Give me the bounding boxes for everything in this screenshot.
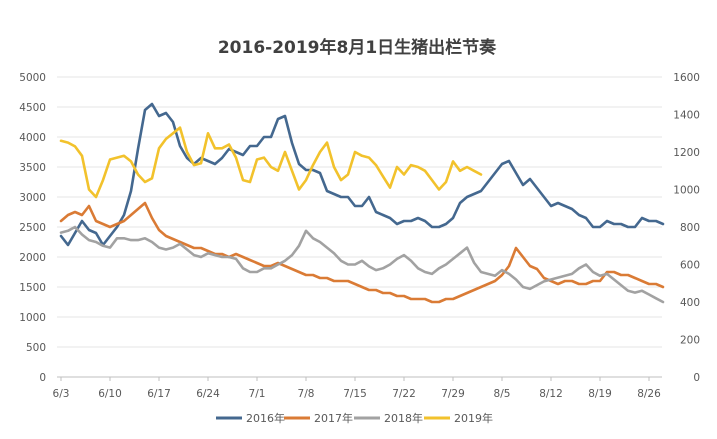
x-tick-label: 6/24 <box>196 388 220 400</box>
left-axis-ticks: 0 500 1000 1500 2000 2500 3000 3500 4000 4500 5000 <box>19 72 46 384</box>
x-tick-label: 7/1 <box>249 388 266 400</box>
gridlines <box>57 76 662 378</box>
left-tick-label: 500 <box>26 342 46 354</box>
left-tick-label: 1000 <box>19 312 46 324</box>
right-tick-label: 0 <box>693 372 700 384</box>
x-tick-label: 8/12 <box>539 388 563 400</box>
x-tick-label: 7/8 <box>298 388 315 400</box>
x-tick-label: 7/15 <box>343 388 367 400</box>
legend-label: 2016年 <box>246 411 285 425</box>
legend-label: 2019年 <box>454 411 493 425</box>
chart-title: 2016-2019年8月1日生猪出栏节奏 <box>218 37 497 58</box>
legend-label: 2017年 <box>314 411 353 425</box>
x-tick-label: 7/29 <box>441 388 465 400</box>
right-tick-label: 600 <box>680 260 700 272</box>
right-tick-label: 200 <box>680 335 700 347</box>
right-axis-ticks: 0 200 400 600 800 1000 1200 1400 1600 <box>673 72 700 384</box>
series-line-2018年 <box>59 225 665 304</box>
right-tick-label: 1000 <box>673 185 700 197</box>
x-tick-label: 8/26 <box>637 388 661 400</box>
right-tick-label: 1400 <box>673 110 700 122</box>
series-line-2017年 <box>59 201 665 304</box>
left-tick-label: 3000 <box>19 192 46 204</box>
x-tick-label: 8/5 <box>494 388 511 400</box>
left-tick-label: 0 <box>39 372 46 384</box>
right-tick-label: 400 <box>680 297 700 309</box>
x-tick-label: 8/19 <box>588 388 612 400</box>
left-tick-label: 2500 <box>19 222 46 234</box>
legend-label: 2018年 <box>384 411 423 425</box>
series-lines <box>59 102 665 304</box>
left-tick-label: 4500 <box>19 102 46 114</box>
right-tick-label: 1200 <box>673 147 700 159</box>
x-tick-label: 6/17 <box>147 388 171 400</box>
left-tick-label: 4000 <box>19 132 46 144</box>
left-tick-label: 2000 <box>19 252 46 264</box>
legend: 2016年 2017年 2018年 2019年 <box>216 411 493 425</box>
x-tick-label: 7/22 <box>392 388 416 400</box>
x-tick-label: 6/10 <box>98 388 122 400</box>
right-tick-label: 1600 <box>673 72 700 84</box>
series-line-2016年 <box>59 102 665 247</box>
right-tick-label: 800 <box>680 222 700 234</box>
left-tick-label: 1500 <box>19 282 46 294</box>
left-tick-label: 5000 <box>19 72 46 84</box>
left-tick-label: 3500 <box>19 162 46 174</box>
series-line-2019年 <box>59 126 483 199</box>
x-tick-label: 6/3 <box>53 388 70 400</box>
x-axis-ticks: 6/3 6/10 6/17 6/24 7/1 7/8 7/15 7/22 7/29 8/5 8/12… <box>53 377 661 400</box>
